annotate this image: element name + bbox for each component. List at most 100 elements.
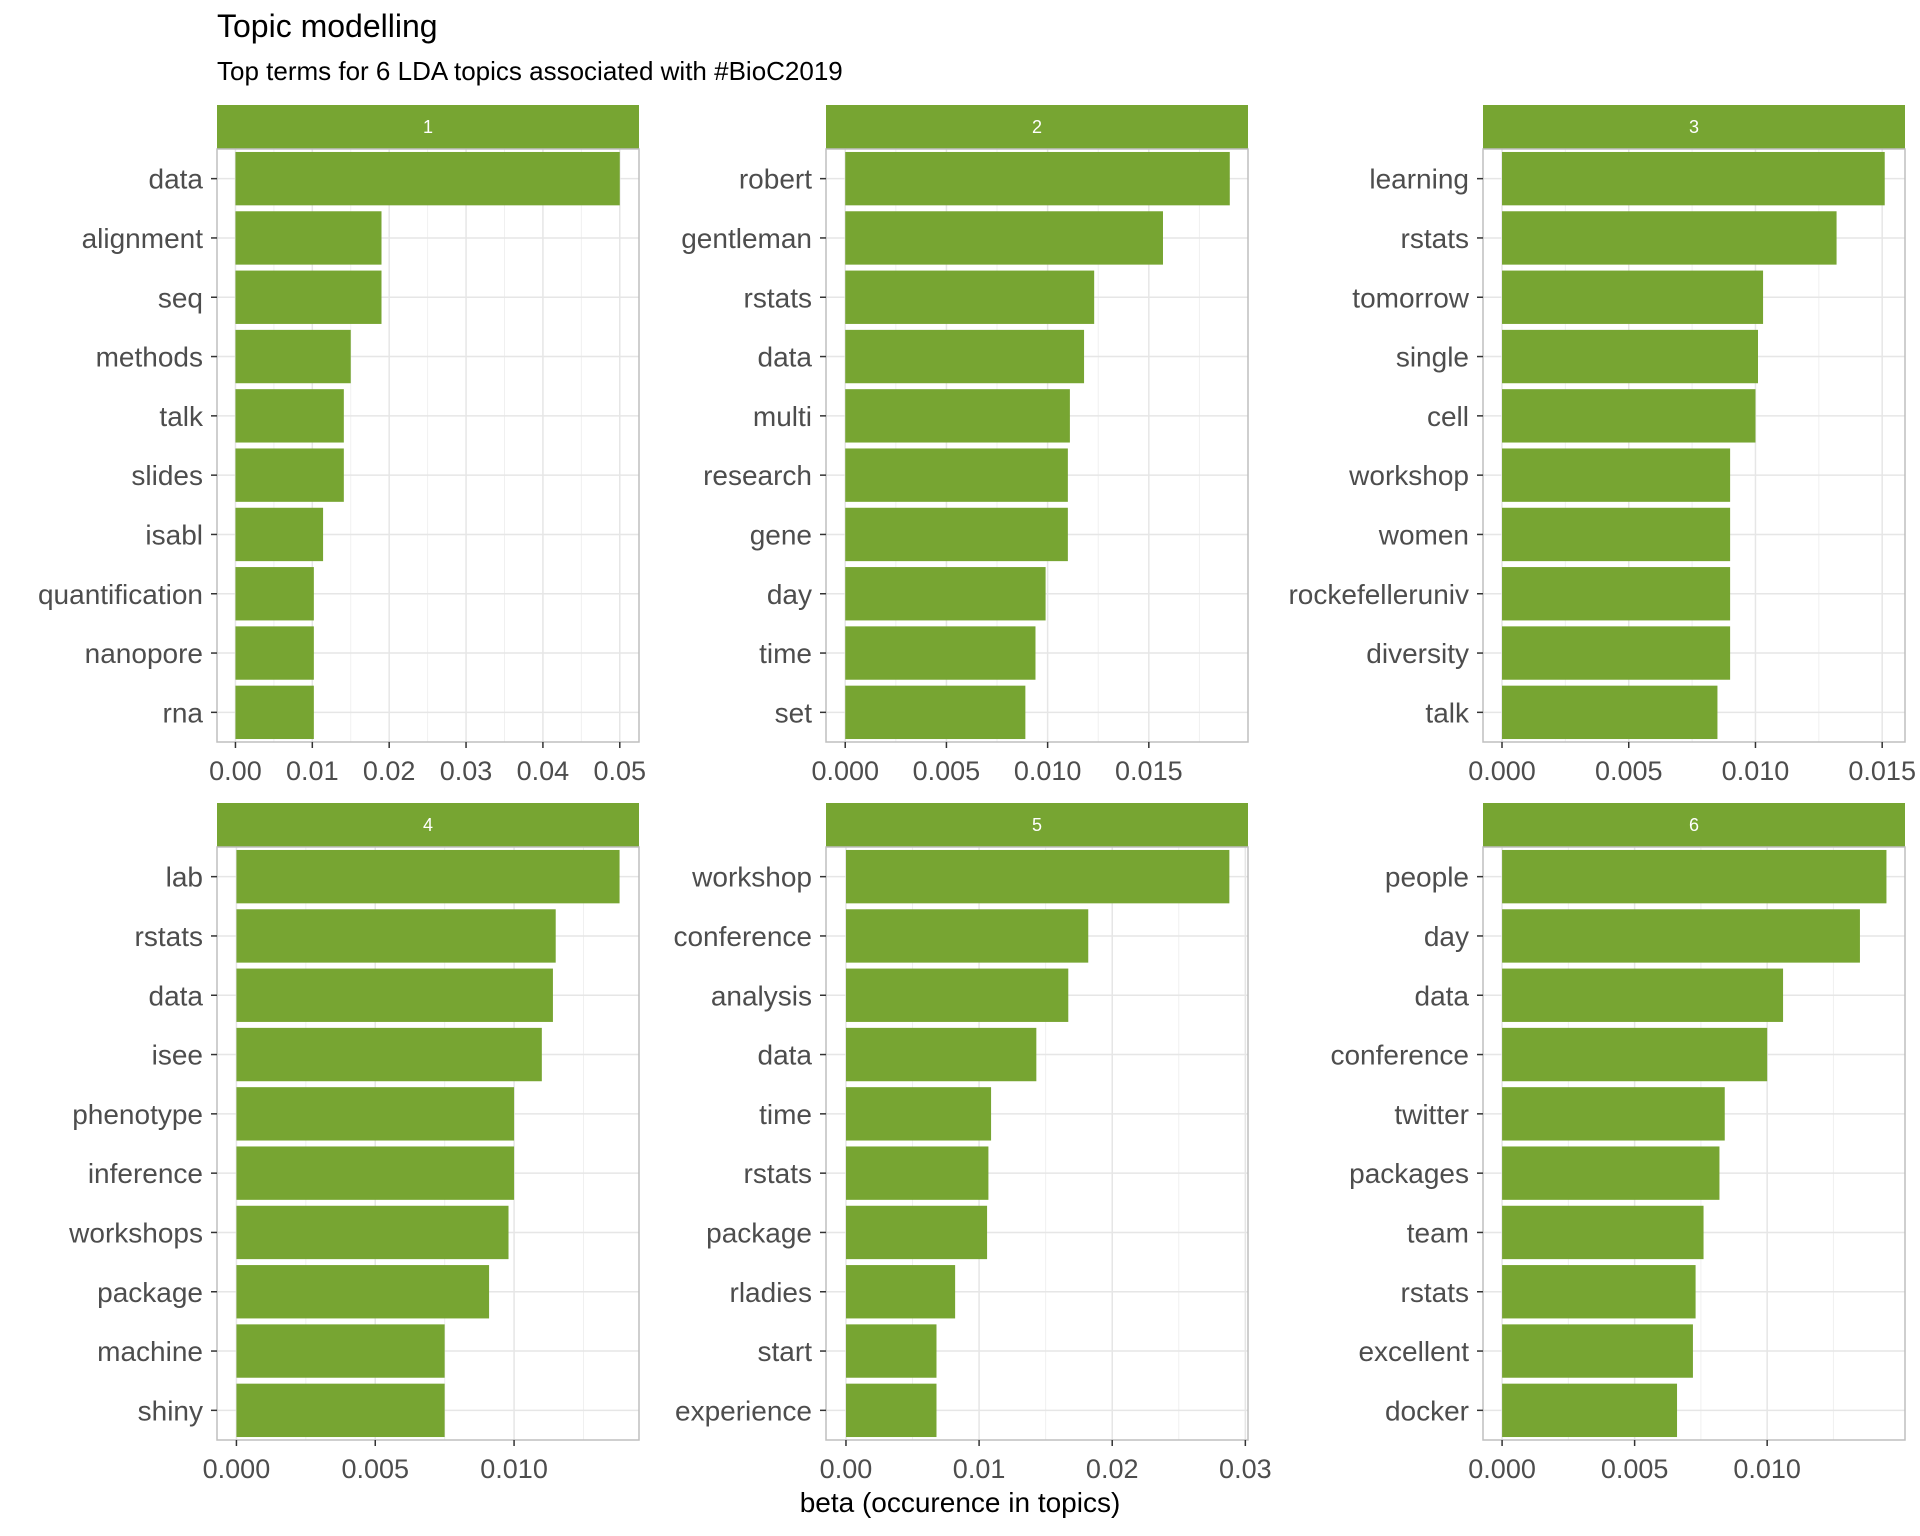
panel-border [1482,148,1906,743]
y-tick-label: gentleman [681,223,812,254]
bar [845,329,1085,384]
facet-panel-3: 3 learning rstats tomorrow single cell worksho… [1288,105,1916,786]
y-tick-label: multi [753,401,812,432]
bar [1502,211,1837,265]
facet-strip-label: 4 [423,815,433,835]
facet-panel-1: 1 data alignment seq methods talk slides isabl q… [38,105,646,786]
bar [236,1205,509,1260]
facet-panel-6: 6 people day data conference twitter packages t… [1330,803,1906,1484]
x-tick-label: 0.010 [480,1454,548,1484]
y-tick-label: time [759,1099,812,1130]
y-tick-label: gene [750,519,812,550]
bar [235,329,351,384]
facet-panel-4: 4 lab rstats data isee phenotype inference work… [68,803,640,1484]
bar [845,849,1230,904]
y-tick-label: shiny [138,1395,203,1426]
bar [235,626,314,680]
facet-strip [1483,105,1905,149]
y-tick-label: day [767,579,812,610]
bar [236,1027,542,1082]
y-tick-label: data [1415,980,1470,1011]
bar [845,270,1095,324]
y-tick-label: conference [673,921,812,952]
y-tick-label: package [706,1217,812,1248]
y-tick-label: rladies [730,1277,812,1308]
bar [1502,626,1731,680]
bar [235,507,324,562]
y-tick-label: isee [152,1040,203,1071]
bar [845,1383,937,1438]
facet-strip [826,105,1248,149]
facet-panel-2: 2 robert gentleman rstats data multi research g… [681,105,1249,786]
facet-strip-label: 6 [1689,815,1699,835]
bar [236,1146,515,1200]
y-tick-label: conference [1330,1040,1469,1071]
x-tick-label: 0.04 [517,756,570,786]
bar [236,1087,515,1141]
y-tick-label: rstats [135,921,203,952]
y-tick-label: data [149,164,204,195]
y-tick-label: nanopore [85,638,203,669]
bar [845,1324,937,1378]
y-tick-label: workshop [691,862,812,893]
y-tick-label: set [775,697,813,728]
bar [235,270,382,324]
y-tick-label: seq [158,282,203,313]
y-tick-label: excellent [1358,1336,1469,1367]
y-tick-label: day [1424,921,1469,952]
x-tick-label: 0.010 [1014,756,1082,786]
y-tick-label: machine [97,1336,203,1367]
y-tick-label: twitter [1394,1099,1469,1130]
y-tick-label: diversity [1366,638,1469,669]
y-tick-label: experience [675,1395,812,1426]
y-tick-label: rna [163,697,204,728]
facet-strip [1483,803,1905,847]
bar [236,968,553,1022]
bar [1502,1146,1720,1200]
y-tick-label: start [758,1336,813,1367]
x-tick-label: 0.005 [1601,1454,1669,1484]
bar [845,1087,992,1141]
bar [1502,270,1764,324]
y-tick-label: rstats [1401,223,1469,254]
bar [1502,968,1784,1022]
x-tick-label: 0.005 [341,1454,409,1484]
y-tick-label: tomorrow [1352,282,1469,313]
facet-strip [217,803,639,847]
bar [845,1205,988,1260]
y-tick-label: talk [1425,697,1470,728]
bar [236,1383,445,1438]
bar [1502,1027,1768,1082]
y-tick-label: analysis [711,980,812,1011]
y-tick-label: data [758,342,813,373]
y-tick-label: single [1396,342,1469,373]
y-tick-label: docker [1385,1395,1469,1426]
x-tick-label: 0.03 [1219,1454,1272,1484]
y-tick-label: data [149,980,204,1011]
bar [1502,1265,1696,1319]
facet-strip-label: 2 [1032,117,1042,137]
y-tick-label: slides [131,460,203,491]
panel-border [1482,846,1906,1441]
x-tick-label: 0.02 [363,756,416,786]
bar [1502,909,1860,963]
y-tick-label: team [1407,1217,1469,1248]
facet-strip [217,105,639,149]
y-tick-label: rockefelleruniv [1288,579,1469,610]
chart-title: Topic modelling [217,8,438,44]
y-tick-label: phenotype [72,1099,203,1130]
bar [845,1027,1037,1082]
bar [1502,685,1718,740]
facet-strip-label: 5 [1032,815,1042,835]
x-tick-label: 0.05 [594,756,647,786]
bar [236,1324,445,1378]
bar [1502,448,1731,502]
x-tick-label: 0.00 [209,756,262,786]
y-tick-label: rstats [744,1158,812,1189]
y-tick-label: package [97,1277,203,1308]
bar [1502,567,1731,621]
x-tick-label: 0.005 [913,756,981,786]
panel-border [825,846,1249,1441]
bar [235,567,314,621]
bar [845,151,1230,206]
